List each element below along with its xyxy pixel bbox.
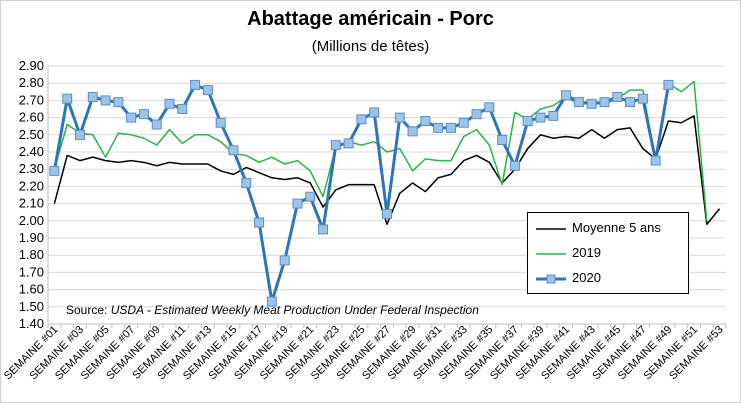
data-point-2020 — [561, 90, 572, 101]
data-point-2020 — [433, 122, 444, 133]
y-tick-label: 2.60 — [19, 110, 44, 125]
legend-item-2020: 2020 — [534, 269, 684, 289]
data-point-2020 — [369, 107, 380, 118]
data-point-2020 — [612, 91, 623, 102]
data-point-2020 — [241, 177, 252, 188]
data-point-2020 — [484, 102, 495, 113]
data-point-2020 — [356, 114, 367, 125]
data-point-2020 — [49, 165, 60, 176]
data-point-2020 — [74, 129, 85, 140]
y-tick-label: 1.50 — [19, 299, 44, 314]
y-tick-label: 1.80 — [19, 247, 44, 262]
source-prefix: Source: — [66, 303, 111, 317]
legend-swatch-2019 — [536, 253, 566, 255]
y-tick-label: 2.80 — [19, 75, 44, 90]
legend-item-2019: 2019 — [534, 244, 684, 264]
data-point-2020 — [202, 85, 213, 96]
data-point-2020 — [599, 97, 610, 108]
data-point-2020 — [625, 97, 636, 108]
legend-label-2019: 2019 — [572, 245, 601, 260]
legend-label-2020: 2020 — [572, 270, 601, 285]
data-point-2020 — [177, 104, 188, 114]
data-point-2020 — [215, 117, 226, 128]
data-point-2020 — [62, 93, 73, 104]
y-tick-label: 2.50 — [19, 127, 44, 142]
chart-title: Abattage américain - Porc — [247, 8, 494, 30]
data-point-2020 — [113, 97, 124, 108]
data-point-2020 — [548, 110, 559, 121]
data-point-2020 — [509, 160, 520, 171]
data-point-2020 — [573, 97, 584, 108]
data-point-2020 — [458, 117, 469, 128]
y-tick-label: 1.90 — [19, 230, 44, 245]
y-tick-label: 2.70 — [19, 92, 44, 107]
data-point-2020 — [522, 116, 533, 127]
data-point-2020 — [586, 98, 597, 109]
data-point-2020 — [330, 140, 341, 151]
source-text: USDA - Estimated Weekly Meat Production … — [110, 303, 479, 317]
data-point-2020 — [420, 116, 431, 127]
legend-label-moyenne: Moyenne 5 ans — [572, 220, 661, 235]
data-point-2020 — [87, 91, 98, 102]
data-point-2020 — [126, 112, 137, 123]
data-point-2020 — [138, 109, 149, 120]
legend-swatch-moyenne — [536, 228, 566, 230]
data-point-2020 — [407, 126, 418, 137]
data-point-2020 — [382, 208, 392, 219]
legend: Moyenne 5 ans 2019 2020 — [527, 212, 689, 294]
data-point-2020 — [279, 255, 290, 266]
data-point-2020 — [471, 109, 482, 120]
y-tick-label: 2.00 — [19, 213, 44, 228]
data-point-2020 — [254, 217, 265, 228]
data-point-2020 — [164, 98, 175, 109]
y-tick-label: 1.40 — [19, 316, 44, 331]
data-point-2020 — [100, 95, 111, 106]
legend-swatch-2020 — [536, 274, 566, 284]
y-tick-label: 1.70 — [19, 264, 44, 279]
chart-subtitle: (Millions de têtes) — [311, 38, 430, 55]
data-point-2020 — [190, 79, 201, 90]
data-point-2020 — [535, 112, 546, 123]
data-point-2020 — [318, 224, 329, 235]
data-point-2020 — [650, 155, 661, 166]
data-point-2020 — [266, 296, 277, 307]
source-note: Source: USDA - Estimated Weekly Meat Pro… — [66, 303, 479, 317]
legend-item-moyenne: Moyenne 5 ans — [534, 219, 684, 239]
data-point-2020 — [228, 145, 239, 156]
data-point-2020 — [497, 134, 508, 145]
y-tick-label: 2.90 — [19, 58, 44, 73]
data-point-2020 — [394, 112, 405, 123]
data-point-2020 — [663, 79, 674, 90]
y-tick-label: 2.40 — [19, 144, 44, 159]
data-point-2020 — [445, 122, 456, 133]
y-tick-label: 2.10 — [19, 196, 44, 211]
data-point-2020 — [343, 138, 354, 149]
data-point-2020 — [292, 198, 303, 209]
data-point-2020 — [305, 191, 316, 202]
data-point-2020 — [637, 93, 648, 104]
series-line-0 — [53, 115, 721, 225]
y-tick-label: 2.20 — [19, 178, 44, 193]
y-tick-label: 1.60 — [19, 282, 44, 297]
y-tick-label: 2.30 — [19, 161, 44, 176]
data-point-2020 — [151, 119, 162, 130]
